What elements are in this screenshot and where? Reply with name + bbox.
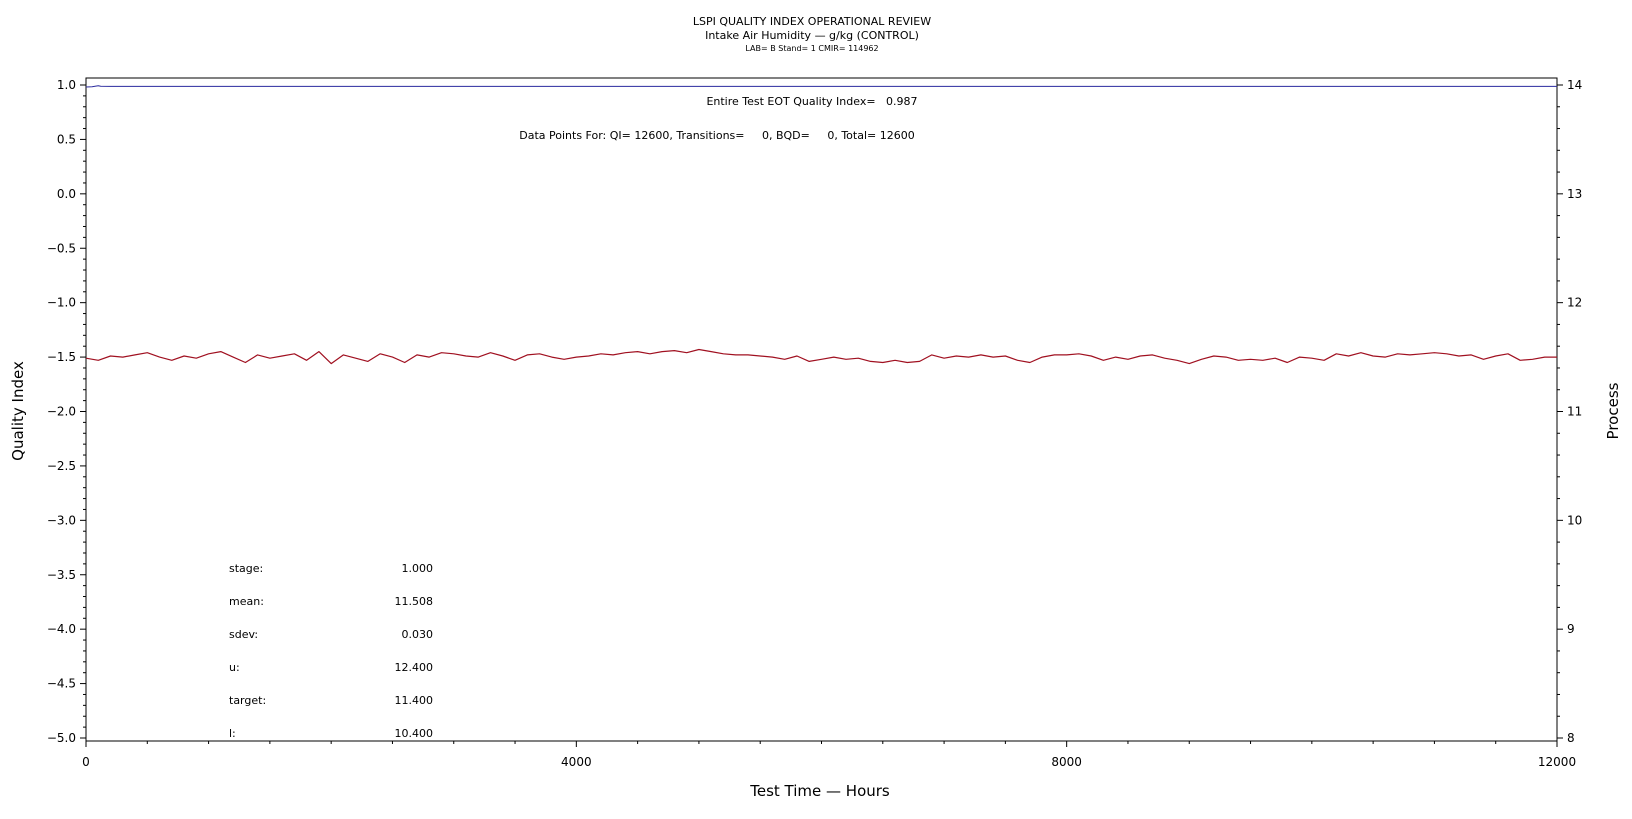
stat-label: mean: <box>229 595 264 608</box>
x-tick-label: 4000 <box>561 755 592 769</box>
y-left-tick-label: −3.0 <box>47 513 76 527</box>
stat-label: l: <box>229 727 236 740</box>
y-left-tick-label: −2.0 <box>47 405 76 419</box>
y-left-tick-label: −5.0 <box>47 731 76 745</box>
series-layer <box>85 85 1557 365</box>
y-left-tick-label: 1.0 <box>57 78 76 92</box>
axis-ticks: 1.0 0.5 0.0 −0.5 −1.0 −1.5 −2.0 −2.5 −3.0 −3.5 −4.… <box>47 78 1582 769</box>
stat-value: 10.400 <box>395 727 434 740</box>
chart-subtitle: Intake Air Humidity — g/kg (CONTROL) <box>705 29 919 42</box>
stat-value: 1.000 <box>402 562 434 575</box>
stat-label: sdev: <box>229 628 258 641</box>
y-left-tick-label: 0.5 <box>57 132 76 146</box>
y-right-tick-label: 14 <box>1567 78 1582 92</box>
y-right-tick-label: 12 <box>1567 296 1582 310</box>
y-right-tick-label: 13 <box>1567 187 1582 201</box>
annotation-data-points: Data Points For: QI= 12600, Transitions=… <box>519 129 914 142</box>
plot-frame <box>85 77 1558 742</box>
stats-panel: stage: 1.000 mean: 11.508 sdev: 0.030 u: 12.400… <box>229 562 433 740</box>
stat-value: 11.508 <box>395 595 434 608</box>
y-left-tick-label: −1.5 <box>47 350 76 364</box>
y-axis-right-label: Process <box>1604 382 1622 439</box>
stat-label: u: <box>229 661 240 674</box>
stat-value: 12.400 <box>395 661 434 674</box>
process-humidity-line <box>85 348 1557 365</box>
stat-label: stage: <box>229 562 263 575</box>
stat-value: 0.030 <box>402 628 434 641</box>
quality-index-line <box>85 85 1557 88</box>
chart-title: LSPI QUALITY INDEX OPERATIONAL REVIEW <box>693 15 931 28</box>
y-left-tick-label: −2.5 <box>47 459 76 473</box>
x-tick-label: 12000 <box>1538 755 1576 769</box>
y-left-tick-label: −3.5 <box>47 568 76 582</box>
y-left-tick-label: 0.0 <box>57 187 76 201</box>
stat-label: target: <box>229 694 266 707</box>
y-right-tick-label: 11 <box>1567 405 1582 419</box>
y-axis-left-label: Quality Index <box>9 361 27 461</box>
annotation-eot-qi: Entire Test EOT Quality Index= 0.987 <box>706 95 917 108</box>
y-left-tick-label: −4.0 <box>47 622 76 636</box>
y-right-tick-label: 10 <box>1567 513 1582 527</box>
stat-value: 11.400 <box>395 694 434 707</box>
x-tick-label: 0 <box>82 755 90 769</box>
x-axis-label: Test Time — Hours <box>749 782 890 800</box>
y-left-tick-label: −1.0 <box>47 296 76 310</box>
y-left-tick-label: −0.5 <box>47 241 76 255</box>
chart-subtitle-lab: LAB= B Stand= 1 CMIR= 114962 <box>745 44 878 53</box>
x-tick-label: 8000 <box>1051 755 1082 769</box>
y-left-tick-label: −4.5 <box>47 677 76 691</box>
y-right-tick-label: 9 <box>1567 622 1575 636</box>
y-right-tick-label: 8 <box>1567 731 1575 745</box>
